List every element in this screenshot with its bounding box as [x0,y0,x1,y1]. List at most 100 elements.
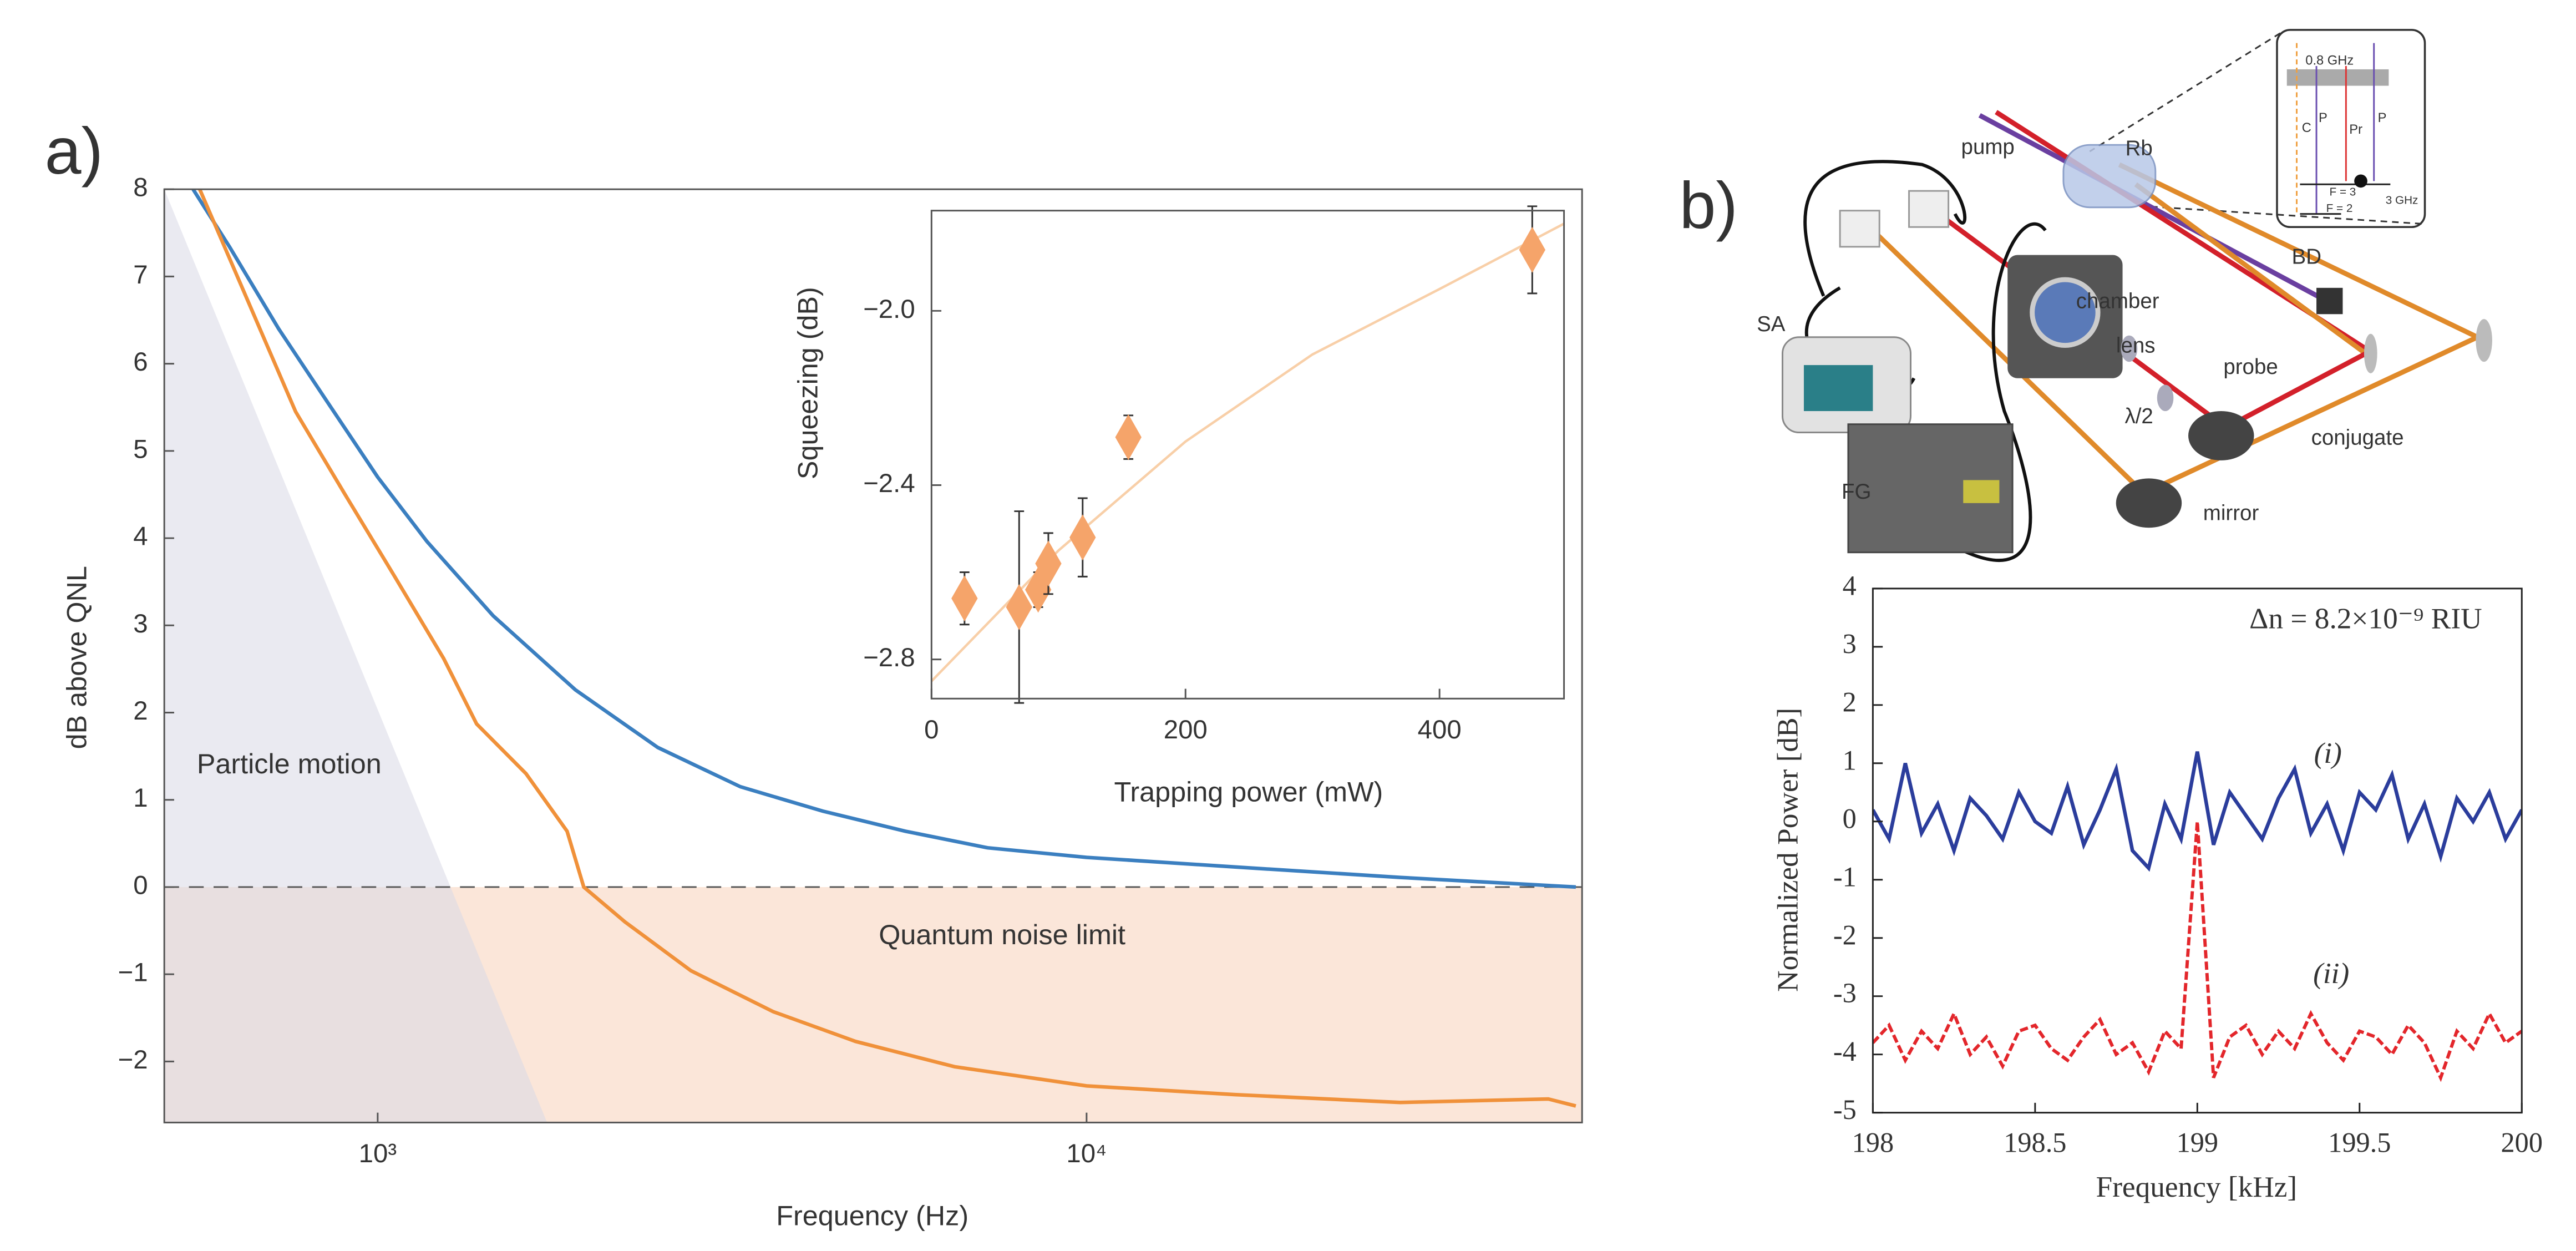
annotation: Δn = 8.2×10⁻⁹ RIU [2249,601,2482,635]
y-tick-label: 7 [133,260,148,290]
axes: 198 198.5 199 199.5 200 -5 -4 -3 -2 -1 0 1 2 3 4 Freque… [1771,570,2543,1203]
chamber-window [2030,277,2101,348]
y-axis-label: Squeezing (dB) [792,287,823,479]
point [1115,414,1142,460]
schematic-label: probe [2223,355,2278,379]
y-tick-label: 8 [133,173,148,202]
mirror [2476,319,2492,362]
beam [1978,113,2334,307]
x-tick-label: 200 [1164,715,1208,744]
level-band [2286,69,2389,86]
cable [1803,160,1967,297]
zoom-line [2089,32,2281,153]
schematic-label: P [2319,111,2327,125]
series-line [1873,821,2522,1082]
point [1069,514,1096,561]
schematic-label: FG [1842,480,1871,504]
cable [1963,222,2047,562]
schematic-label: chamber [2076,290,2159,313]
schematic-label: Rb [2126,136,2153,160]
mirror [2116,478,2182,528]
plot-frame [163,188,1583,1123]
point [951,575,978,622]
x-tick-label: 198.5 [2004,1127,2066,1158]
y-tick-label: −2.8 [863,643,915,672]
mirror [2188,411,2254,460]
y-axis-label: dB above QNL [60,566,92,749]
point [1006,584,1032,630]
y-tick-label: −2.0 [863,295,915,324]
analyzer-screen [1803,365,1873,411]
y-tick-label: -3 [1833,977,1857,1009]
x-tick-label: 10⁴ [1066,1139,1107,1168]
y-tick-label: 1 [133,783,148,813]
lens [2121,335,2138,362]
axes: 0 200 400 −2.0 −2.4 −2.8 Trapping power (mW) Sq… [792,210,1565,807]
panel-label: b) [1680,169,1738,242]
beam [2225,351,2367,430]
x-tick-label: 400 [1418,715,1462,744]
x-tick-label: 200 [2501,1127,2543,1158]
schematic-label: Pr [2349,123,2362,137]
series-line [191,189,1576,889]
schematic-label: λ/2 [2124,404,2153,428]
schematic-label: pump [1961,135,2015,159]
mirror [2364,333,2377,373]
schematic-label: conjugate [2311,426,2404,450]
y-tick-label: -4 [1833,1036,1857,1067]
rb-cell [2062,144,2157,209]
zoom-line [2136,205,2422,225]
x-tick-label: 198 [1852,1127,1894,1158]
schematic-label: P [2378,111,2387,125]
generator-display [1963,480,2000,503]
annotation: (i) [2314,736,2342,769]
schematic-label: F = 3 [2330,186,2356,199]
detector [1839,210,1880,248]
y-tick-label: 4 [1843,570,1857,601]
y-tick-label: 2 [133,696,148,726]
schematic-label: 3 GHz [2386,194,2418,206]
series-line [198,189,1576,1108]
beam-dump [2316,287,2343,315]
x-axis-label: Frequency (Hz) [776,1200,968,1232]
y-axis-label: Normalized Power [dB] [1771,708,1804,992]
y-tick-label: −2.4 [863,469,915,498]
y-tick-label: 0 [133,870,148,900]
y-tick-label: 3 [1843,628,1857,659]
annotation: (ii) [2313,956,2349,990]
panel-label: a) [45,115,103,188]
x-tick-label: 199.5 [2328,1127,2391,1158]
schematic-label: BD [2292,245,2321,269]
beam [2134,182,2367,356]
beam [2118,162,2479,340]
atom [2354,174,2367,188]
y-tick-label: −1 [118,958,148,987]
y-tick-label: 4 [133,522,148,551]
schematic-label: 0.8 GHz [2305,53,2354,68]
x-tick-label: 10³ [359,1139,397,1168]
plot-frame [930,210,1565,700]
annotation: Particle motion [197,748,382,779]
waveplate [2157,384,2174,411]
beam [2143,335,2479,496]
y-tick-label: 0 [1843,803,1857,834]
y-tick-label: 5 [133,434,148,464]
y-tick-label: 3 [133,609,148,639]
inset-background [931,210,1564,699]
schematic-label: mirror [2203,502,2259,525]
y-tick-label: -5 [1833,1094,1857,1125]
x-tick-label: 0 [924,715,939,744]
y-tick-label: 1 [1843,744,1857,776]
x-tick-label: 199 [2177,1127,2219,1158]
x-axis-label: Trapping power (mW) [1114,776,1383,807]
annotation: Quantum noise limit [879,919,1125,950]
series-line [1873,751,2522,872]
schematic [1782,29,2492,562]
axes: 10³ 10⁴ −2 −1 0 1 2 3 4 5 6 7 8 Frequency (Hz) dB abov… [45,115,1583,1232]
schematic-label: C [2302,121,2311,135]
schematic-label: SA [1757,312,1786,336]
point [1035,540,1062,587]
schematic-label: lens [2116,334,2156,358]
